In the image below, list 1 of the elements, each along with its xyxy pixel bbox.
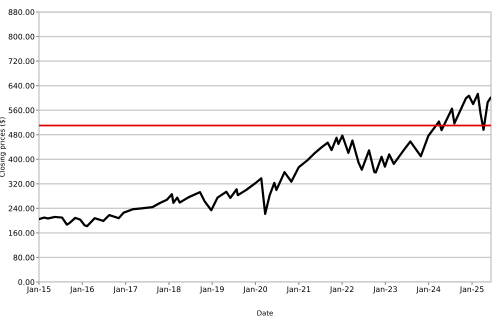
line-series — [39, 92, 491, 228]
